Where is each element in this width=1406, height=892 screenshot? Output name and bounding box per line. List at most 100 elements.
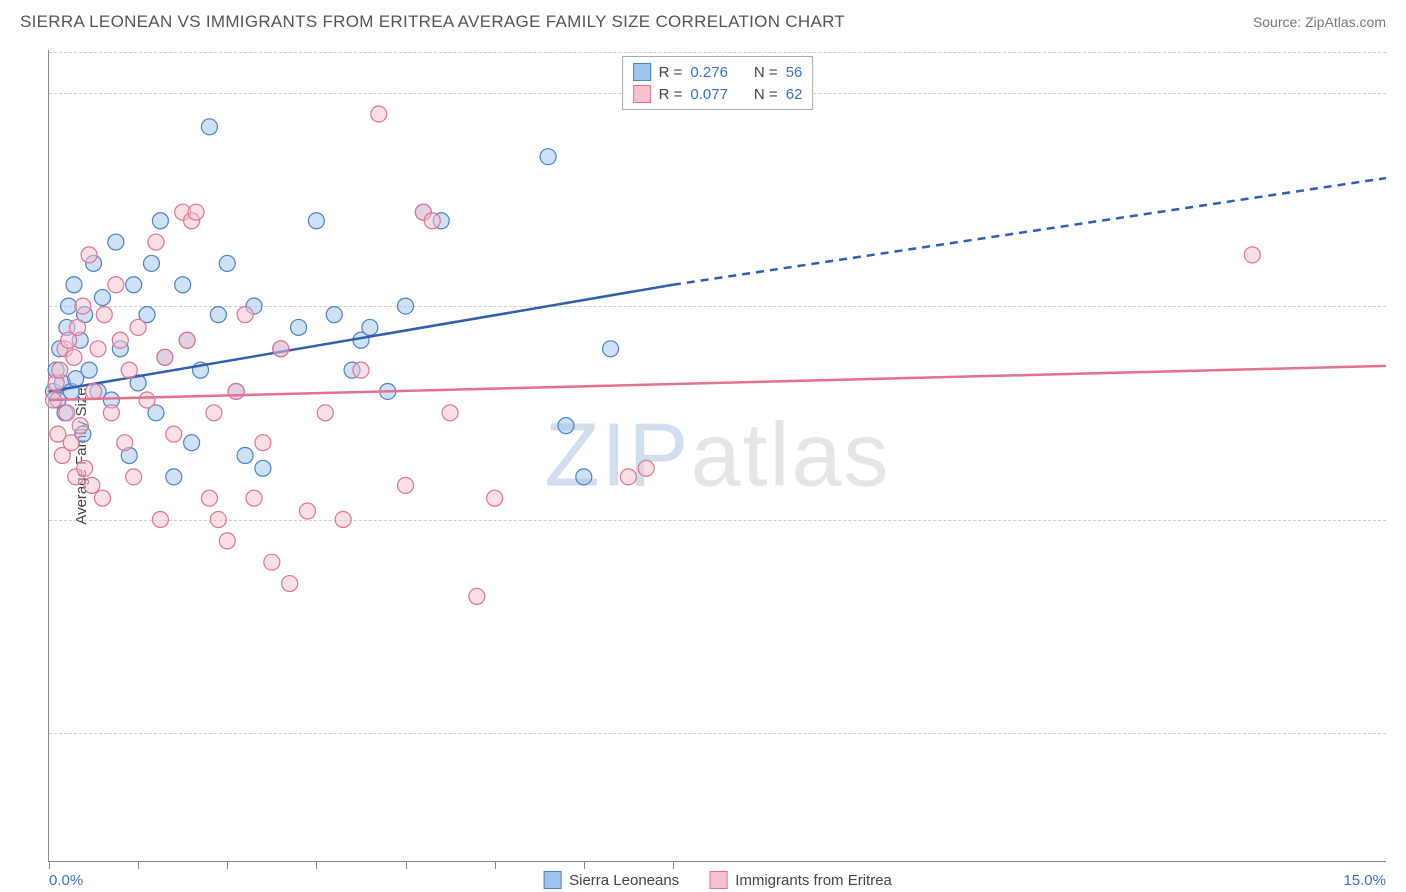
legend-row-2: R = 0.077 N = 62 bbox=[633, 83, 803, 105]
data-point bbox=[255, 460, 271, 476]
data-point bbox=[157, 349, 173, 365]
data-point bbox=[108, 277, 124, 293]
data-point bbox=[264, 554, 280, 570]
data-point bbox=[603, 341, 619, 357]
data-point bbox=[94, 490, 110, 506]
data-point bbox=[638, 460, 654, 476]
data-point bbox=[558, 418, 574, 434]
data-point bbox=[353, 362, 369, 378]
swatch-series-2 bbox=[633, 85, 651, 103]
data-point bbox=[540, 149, 556, 165]
n-label: N = bbox=[754, 86, 778, 103]
data-point bbox=[152, 512, 168, 528]
data-point bbox=[108, 234, 124, 250]
data-point bbox=[487, 490, 503, 506]
n-value-2: 62 bbox=[786, 86, 803, 103]
data-point bbox=[70, 319, 86, 335]
data-point bbox=[362, 319, 378, 335]
trend-line bbox=[49, 366, 1386, 400]
data-point bbox=[188, 204, 204, 220]
data-point bbox=[112, 332, 128, 348]
data-point bbox=[255, 435, 271, 451]
data-point bbox=[52, 362, 68, 378]
series-legend: Sierra Leoneans Immigrants from Eritrea bbox=[543, 871, 892, 889]
data-point bbox=[246, 490, 262, 506]
legend-item-2: Immigrants from Eritrea bbox=[709, 871, 892, 889]
data-point bbox=[299, 503, 315, 519]
data-point bbox=[398, 477, 414, 493]
r-label: R = bbox=[659, 64, 683, 81]
data-point bbox=[620, 469, 636, 485]
data-point bbox=[126, 469, 142, 485]
data-point bbox=[237, 448, 253, 464]
data-point bbox=[237, 307, 253, 323]
data-point bbox=[77, 460, 93, 476]
data-point bbox=[144, 255, 160, 271]
data-point bbox=[121, 362, 137, 378]
data-point bbox=[81, 362, 97, 378]
data-point bbox=[282, 576, 298, 592]
data-point bbox=[148, 234, 164, 250]
data-point bbox=[103, 405, 119, 421]
data-point bbox=[166, 426, 182, 442]
data-point bbox=[206, 405, 222, 421]
data-point bbox=[469, 588, 485, 604]
x-axis-max: 15.0% bbox=[1343, 872, 1386, 889]
data-point bbox=[117, 435, 133, 451]
data-point bbox=[219, 533, 235, 549]
data-point bbox=[219, 255, 235, 271]
trend-line-dashed bbox=[673, 178, 1386, 285]
data-point bbox=[94, 290, 110, 306]
data-point bbox=[335, 512, 351, 528]
data-point bbox=[66, 277, 82, 293]
data-point bbox=[139, 392, 155, 408]
data-point bbox=[75, 298, 91, 314]
data-point bbox=[63, 435, 79, 451]
data-point bbox=[1244, 247, 1260, 263]
data-point bbox=[398, 298, 414, 314]
data-point bbox=[166, 469, 182, 485]
source-label: Source: ZipAtlas.com bbox=[1253, 14, 1386, 30]
data-point bbox=[152, 213, 168, 229]
data-point bbox=[126, 277, 142, 293]
legend-item-1: Sierra Leoneans bbox=[543, 871, 679, 889]
chart-title: SIERRA LEONEAN VS IMMIGRANTS FROM ERITRE… bbox=[20, 12, 845, 32]
swatch-series-2 bbox=[709, 871, 727, 889]
data-point bbox=[291, 319, 307, 335]
legend-row-1: R = 0.276 N = 56 bbox=[633, 61, 803, 83]
series-1-label: Sierra Leoneans bbox=[569, 872, 679, 889]
swatch-series-1 bbox=[543, 871, 561, 889]
n-value-1: 56 bbox=[786, 64, 803, 81]
chart-area: Average Family Size ZIPatlas R = 0.276 N… bbox=[48, 50, 1386, 862]
data-point bbox=[201, 490, 217, 506]
data-point bbox=[59, 405, 75, 421]
data-point bbox=[90, 341, 106, 357]
r-value-1: 0.276 bbox=[690, 64, 728, 81]
data-point bbox=[326, 307, 342, 323]
data-point bbox=[84, 477, 100, 493]
data-point bbox=[179, 332, 195, 348]
r-value-2: 0.077 bbox=[690, 86, 728, 103]
data-point bbox=[81, 247, 97, 263]
data-point bbox=[96, 307, 112, 323]
series-2-label: Immigrants from Eritrea bbox=[735, 872, 892, 889]
data-point bbox=[308, 213, 324, 229]
data-point bbox=[424, 213, 440, 229]
data-point bbox=[228, 383, 244, 399]
data-point bbox=[86, 383, 102, 399]
data-point bbox=[273, 341, 289, 357]
data-point bbox=[66, 349, 82, 365]
data-point bbox=[210, 512, 226, 528]
data-point bbox=[576, 469, 592, 485]
swatch-series-1 bbox=[633, 63, 651, 81]
data-point bbox=[61, 298, 77, 314]
n-label: N = bbox=[754, 64, 778, 81]
data-point bbox=[210, 307, 226, 323]
scatter-plot bbox=[49, 50, 1386, 861]
data-point bbox=[317, 405, 333, 421]
data-point bbox=[72, 418, 88, 434]
data-point bbox=[130, 319, 146, 335]
data-point bbox=[184, 435, 200, 451]
data-point bbox=[371, 106, 387, 122]
x-axis-min: 0.0% bbox=[49, 872, 83, 889]
